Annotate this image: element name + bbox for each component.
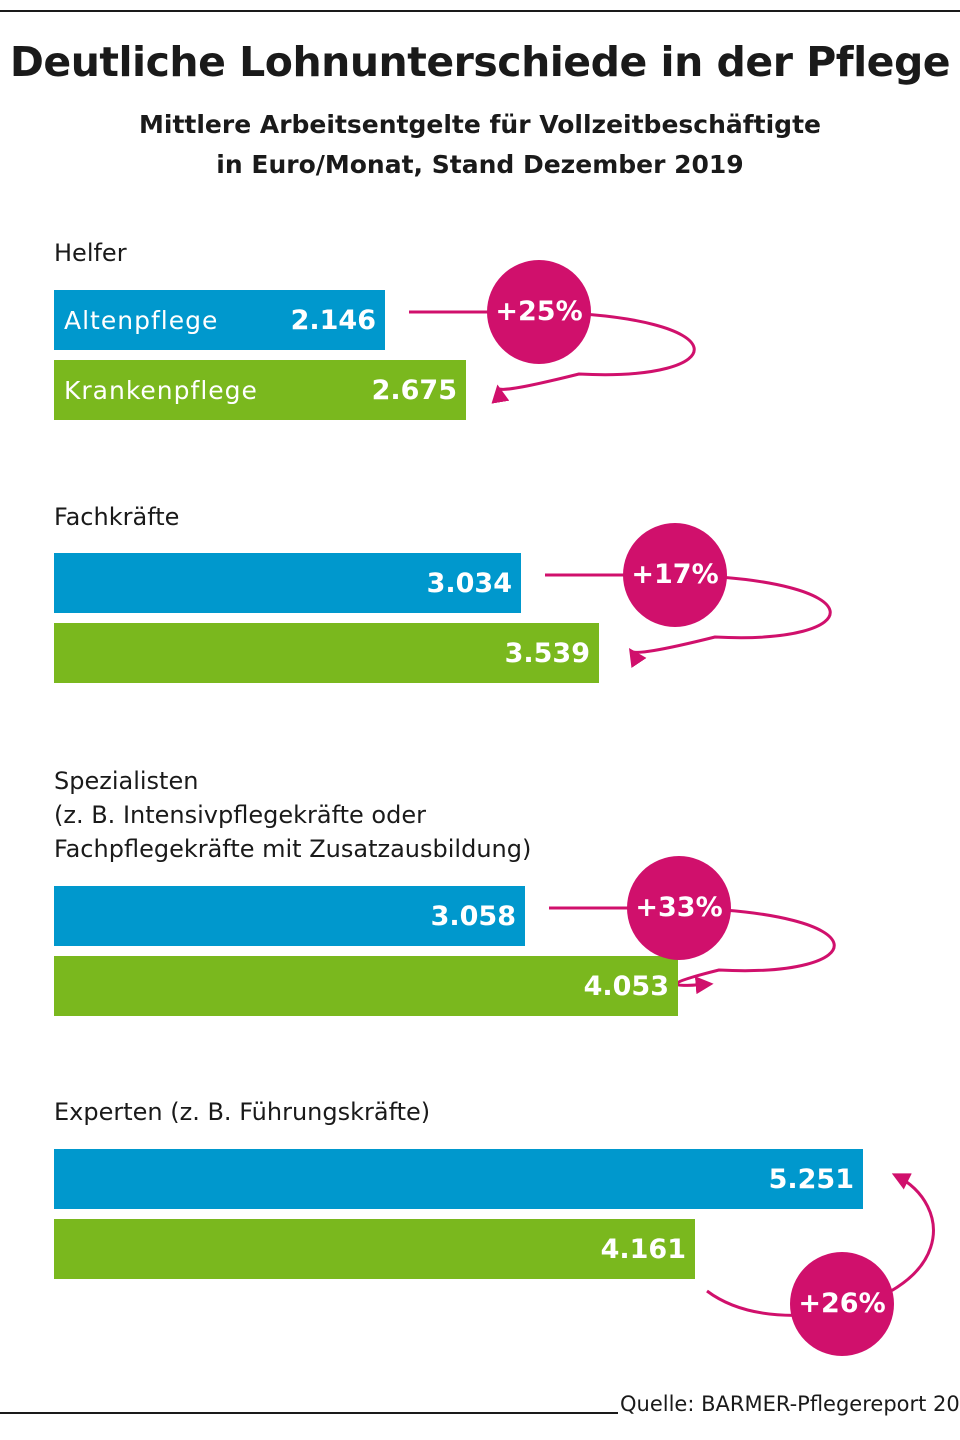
source-note: Quelle: BARMER-Pflegereport 2020 [620,1392,960,1416]
bar-value-label: 3.539 [504,638,590,669]
bar-altenpflege-group-4: 5.251 [54,1149,863,1209]
difference-badge: +25% [487,260,591,364]
chart-title: Deutliche Lohnunterschiede in der Pflege [9,38,951,86]
bar-value-label: 4.161 [600,1234,686,1265]
bar-krankenpflege-group-2: 3.539 [54,623,599,683]
bar-altenpflege-group-3: 3.058 [54,886,525,946]
difference-arrow-group-1 [409,310,696,404]
bar-krankenpflege-group-1: Krankenpflege 2.675 [54,360,466,420]
bar-value-label: 3.034 [426,568,512,599]
group-label-3-line-2: (z. B. Intensivpflegekräfte oder [54,801,426,829]
bar-value-label: 2.675 [371,375,457,406]
bar-label-altenpflege: Altenpflege [64,306,219,335]
bar-value-label: 5.251 [768,1164,854,1195]
group-label-1-line-1: Helfer [54,239,127,267]
bar-krankenpflege-group-3: 4.053 [54,956,678,1016]
chart-subtitle-line-1: Mittlere Arbeitsentgelte für Vollzeitbes… [139,110,821,139]
bar-value-label: 3.058 [430,901,516,932]
group-label-2-line-1: Fachkräfte [54,503,180,531]
bottom-rule [0,1412,618,1414]
difference-arrow-group-2 [545,573,832,668]
group-label-4-line-1: Experten (z. B. Führungskräfte) [54,1098,431,1126]
bar-value-label: 2.146 [290,305,376,336]
difference-badge: +33% [627,856,731,960]
bar-altenpflege-group-1: Altenpflege 2.146 [54,290,385,350]
group-label-3-line-3: Fachpflegekräfte mit Zusatzausbildung) [54,835,532,863]
chart-subtitle-line-2: in Euro/Monat, Stand Dezember 2019 [216,150,744,179]
difference-badge: +26% [790,1252,894,1356]
bar-value-label: 4.053 [583,971,669,1002]
top-rule [0,10,960,12]
group-label-3-line-1: Spezialisten [54,767,199,795]
bar-altenpflege-group-2: 3.034 [54,553,521,613]
bar-krankenpflege-group-4: 4.161 [54,1219,695,1279]
difference-badge: +17% [623,523,727,627]
bar-label-krankenpflege: Krankenpflege [64,376,258,405]
